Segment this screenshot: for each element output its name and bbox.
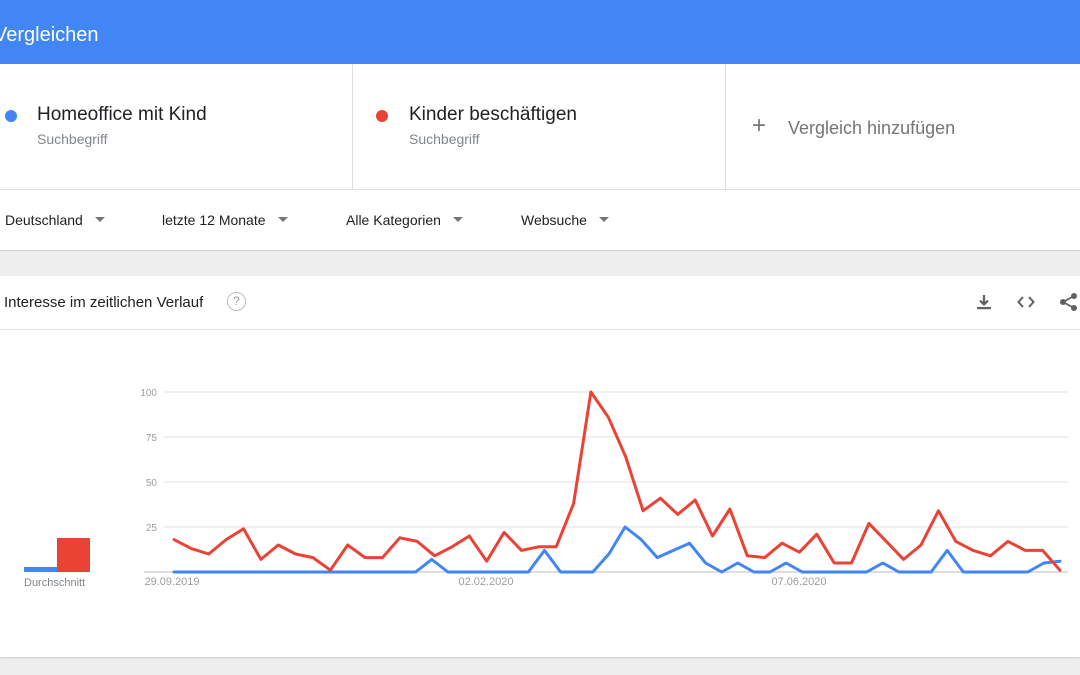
term-card-homeoffice[interactable]: Homeoffice mit Kind Suchbegriff [0,64,352,189]
y-tick-label: 75 [146,433,158,444]
search-type-dropdown[interactable]: Websuche [521,212,609,228]
plus-icon: + [752,112,767,139]
series-color-dot [5,110,17,122]
region-value: Deutschland [5,212,83,228]
category-dropdown[interactable]: Alle Kategorien [346,212,463,228]
download-icon[interactable] [974,292,994,312]
compare-terms-panel: Homeoffice mit Kind Suchbegriff Kinder b… [0,64,1080,189]
line-chart-svg: 100 75 50 25 29.09.2019 02.02.2020 07.06.2020 [140,388,1068,588]
region-dropdown[interactable]: Deutschland [5,212,105,228]
card-title: Interesse im zeitlichen Verlauf [4,294,204,311]
average-panel: Durchschnitt [0,330,130,657]
term-card-kinder[interactable]: Kinder beschäftigen Suchbegriff [353,64,725,189]
y-tick-label: 50 [146,478,158,489]
term-name: Kinder beschäftigen [409,104,577,125]
term-name: Homeoffice mit Kind [37,104,207,125]
add-comparison-button[interactable]: + Vergleich hinzufügen [726,64,1080,189]
page-title: Vergleichen [0,24,99,46]
average-bar-kinder [57,537,90,572]
term-type: Suchbegriff [37,131,108,147]
share-icon[interactable] [1059,292,1079,312]
chevron-down-icon [94,216,105,222]
line-chart: 100 75 50 25 29.09.2019 02.02.2020 07.06.2020 [0,330,1080,657]
x-tick-label: 02.02.2020 [458,576,513,588]
top-app-bar: Vergleichen [0,0,1080,64]
chevron-down-icon [598,216,609,222]
series-color-dot [376,110,388,122]
series-line-kinder [172,390,1062,572]
average-bar-homeoffice [24,566,57,572]
y-tick-label: 100 [140,388,157,399]
divider [725,64,726,189]
y-tick-label: 25 [146,523,158,534]
interest-over-time-card: Interesse im zeitlichen Verlauf ? [0,276,1080,657]
x-tick-label: 07.06.2020 [771,576,826,588]
card-header: Interesse im zeitlichen Verlauf ? [0,276,1080,330]
chevron-down-icon [452,216,463,222]
category-value: Alle Kategorien [346,212,441,228]
period-value: letzte 12 Monate [162,212,266,228]
help-circle-icon[interactable]: ? [227,292,246,311]
search-type-value: Websuche [521,212,587,228]
series-line-homeoffice [172,525,1062,574]
divider [352,64,353,189]
chevron-down-icon [277,216,288,222]
term-type: Suchbegriff [409,131,480,147]
period-dropdown[interactable]: letzte 12 Monate [162,212,288,228]
filter-bar: Deutschland letzte 12 Monate Alle Katego… [0,189,1080,251]
embed-code-icon[interactable] [1016,292,1036,312]
x-tick-label: 29.09.2019 [144,576,199,588]
add-comparison-label: Vergleich hinzufügen [788,118,956,138]
average-label: Durchschnitt [24,577,86,589]
